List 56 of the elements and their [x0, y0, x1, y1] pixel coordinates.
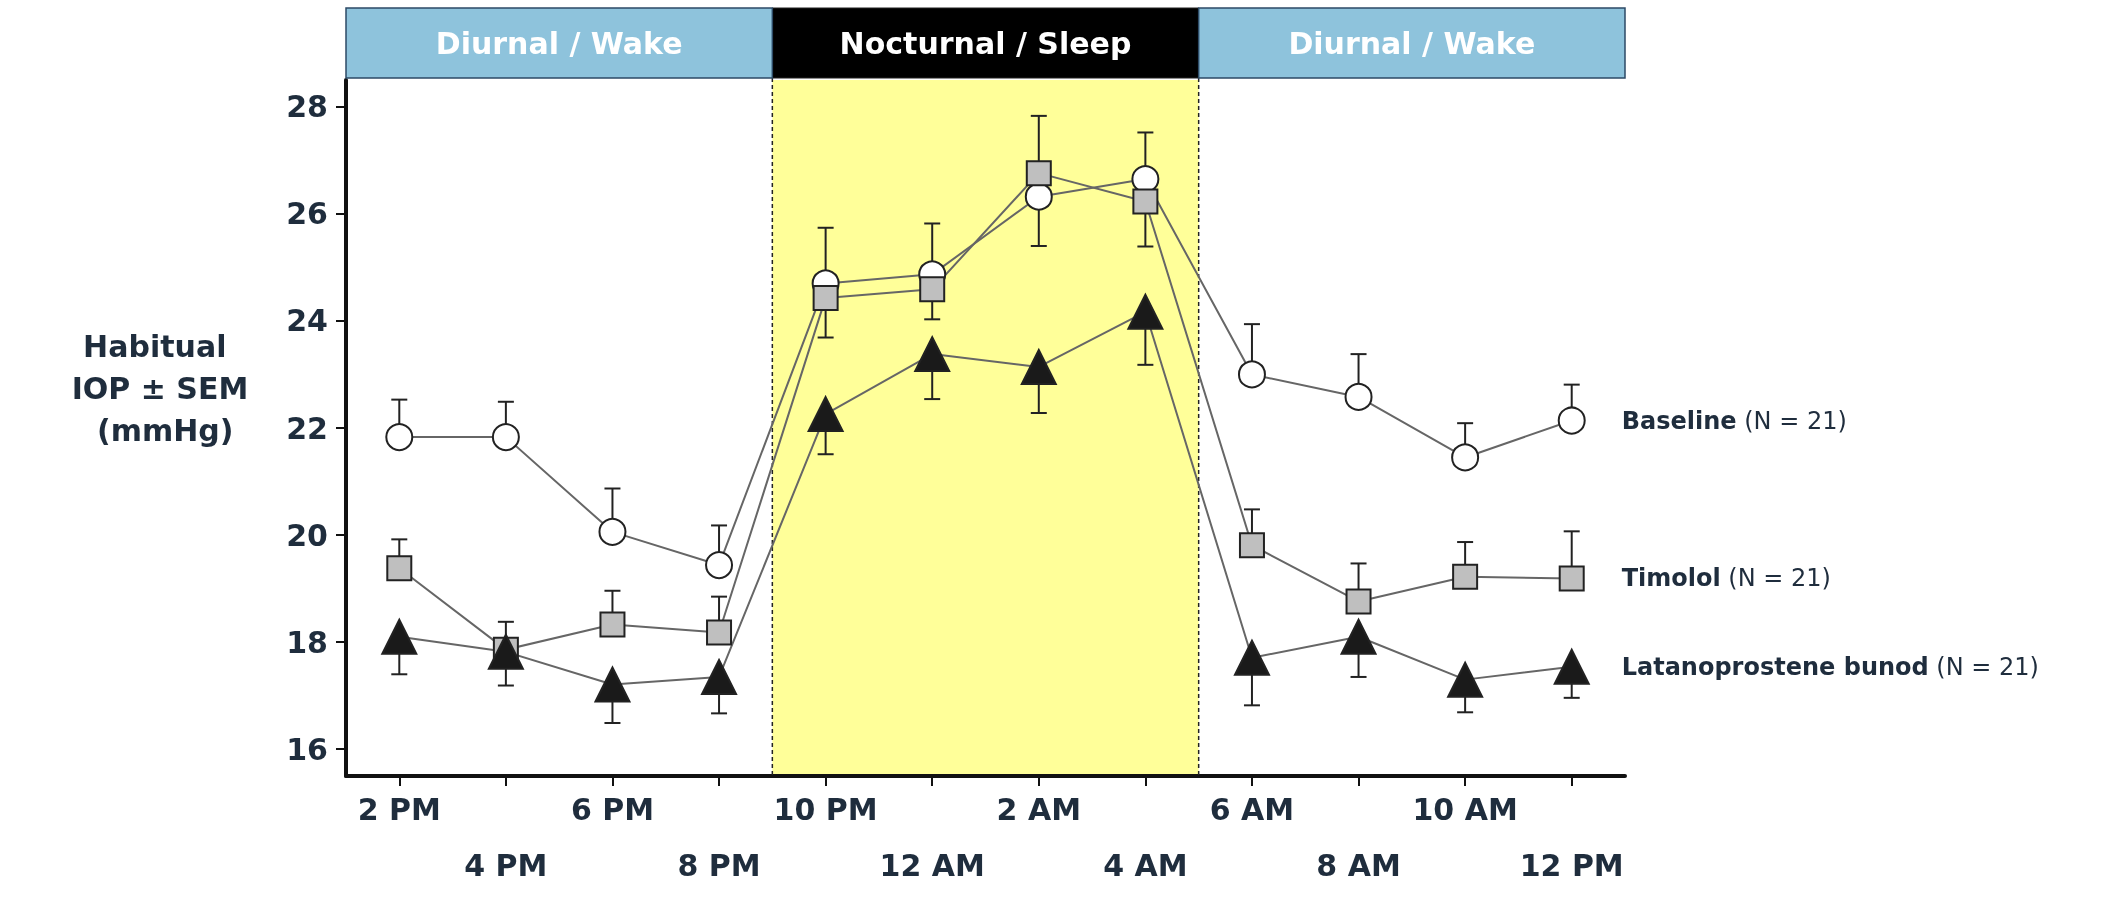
point [1025, 160, 1052, 187]
series-label: Timolol (N = 21) [1621, 564, 1831, 593]
point [487, 633, 524, 670]
x-tick-label: 2 AM [996, 791, 1081, 827]
x-tick-label: 10 AM [1412, 791, 1518, 827]
y-tick-label: 24 [286, 303, 328, 339]
point [381, 618, 418, 655]
x-tick-label: 8 AM [1316, 847, 1401, 883]
x-tick-label: 6 PM [570, 791, 655, 827]
point [701, 658, 738, 695]
point [706, 619, 733, 646]
point [1558, 565, 1585, 592]
text: Diurnal / Wake [435, 25, 683, 61]
point [1233, 639, 1270, 676]
point [1451, 443, 1480, 472]
y-tick-label: 16 [286, 731, 328, 767]
series-label: Latanoprostene bunod (N = 21) [1621, 652, 2039, 681]
point [1557, 406, 1586, 435]
x-tick-label: 10 PM [773, 791, 878, 827]
point [812, 284, 839, 311]
point [1553, 648, 1590, 685]
x-tick-label: 12 AM [879, 847, 985, 883]
x-tick-label: 8 PM [677, 847, 761, 883]
x-tick-label: 4 AM [1103, 847, 1188, 883]
point [919, 276, 946, 303]
point [386, 555, 413, 582]
point [1452, 563, 1479, 590]
y-tick-label: 18 [286, 624, 328, 660]
point [914, 336, 951, 373]
point [1238, 532, 1265, 559]
y-tick-label: 26 [286, 196, 328, 232]
text: Diurnal / Wake [1288, 25, 1536, 61]
x-tick-label: 6 AM [1209, 791, 1295, 827]
point [599, 611, 626, 638]
series-label: Baseline (N = 21) [1621, 406, 1847, 435]
x-tick-label: 2 PM [357, 791, 441, 827]
point [491, 423, 520, 452]
point [705, 551, 734, 580]
band-label: Nocturnal / Sleep [839, 25, 1132, 61]
y-tick-label: 20 [286, 517, 328, 553]
point [1237, 360, 1266, 389]
x-tick-label: 12 PM [1519, 847, 1624, 883]
y-tick-label: 22 [286, 410, 328, 446]
point [1447, 661, 1484, 698]
point [1340, 618, 1377, 655]
y-axis-title: Habitual IOP ± SEM (mmHg) [71, 328, 249, 448]
point [1020, 348, 1057, 385]
point [1345, 588, 1372, 615]
point [594, 666, 631, 703]
point [807, 396, 844, 433]
point [1344, 382, 1373, 411]
point [1132, 188, 1159, 215]
y-tick-label: 28 [286, 89, 328, 125]
x-tick-label: 4 PM [464, 847, 548, 883]
point [1127, 293, 1164, 330]
point [598, 517, 627, 546]
